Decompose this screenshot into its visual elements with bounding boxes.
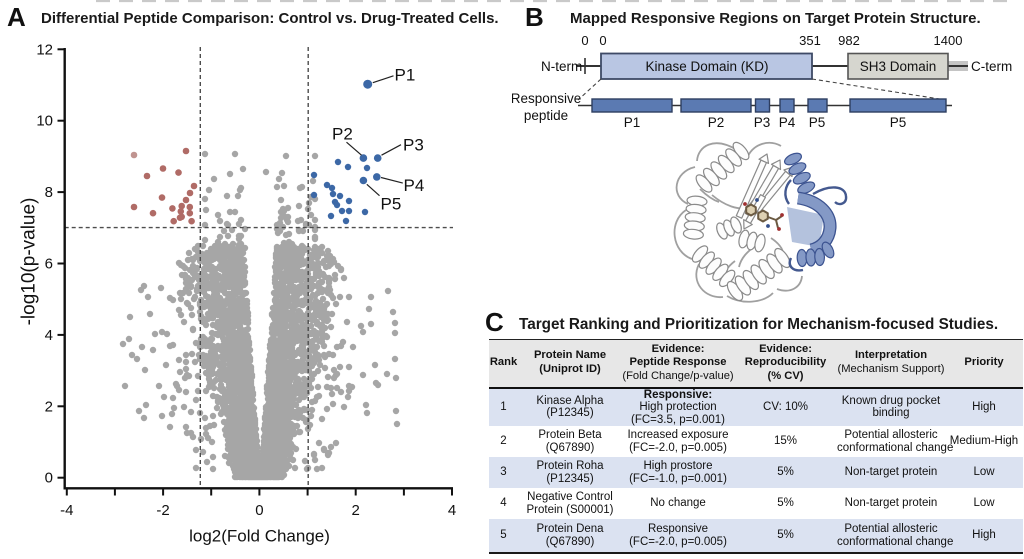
svg-text:10: 10 (36, 113, 53, 130)
svg-text:4: 4 (45, 327, 53, 344)
svg-text:1400: 1400 (934, 33, 963, 48)
svg-text:6: 6 (45, 256, 53, 273)
svg-text:0: 0 (581, 33, 588, 48)
svg-text:Responsive: Responsive (512, 91, 581, 106)
svg-text:SH3 Domain: SH3 Domain (860, 59, 937, 74)
svg-text:351: 351 (799, 33, 821, 48)
svg-text:P2: P2 (708, 115, 725, 130)
svg-text:982: 982 (838, 33, 860, 48)
svg-text:-4: -4 (60, 502, 73, 519)
svg-text:4: 4 (448, 502, 456, 519)
svg-text:log2(Fold Change): log2(Fold Change) (189, 527, 330, 546)
svg-text:P3: P3 (754, 115, 771, 130)
svg-text:P5: P5 (381, 195, 402, 214)
svg-text:peptide: peptide (524, 108, 568, 123)
svg-text:0: 0 (255, 502, 263, 519)
svg-text:P4: P4 (404, 176, 425, 195)
svg-text:P1: P1 (395, 66, 416, 85)
svg-text:P5: P5 (809, 115, 826, 130)
svg-text:P5: P5 (890, 115, 907, 130)
svg-text:N-term: N-term (541, 59, 582, 74)
svg-text:12: 12 (36, 41, 53, 58)
svg-text:0: 0 (599, 33, 606, 48)
svg-text:Kinase Domain (KD): Kinase Domain (KD) (645, 59, 768, 74)
svg-text:-2: -2 (156, 502, 169, 519)
svg-text:P4: P4 (779, 115, 796, 130)
svg-text:P1: P1 (624, 115, 641, 130)
svg-text:P2: P2 (332, 125, 353, 144)
svg-text:P3: P3 (403, 136, 424, 155)
svg-text:-log10(p-value): -log10(p-value) (19, 198, 40, 326)
svg-text:2: 2 (45, 398, 53, 415)
svg-text:8: 8 (45, 184, 53, 201)
svg-text:C-term: C-term (971, 59, 1012, 74)
svg-text:2: 2 (352, 502, 360, 519)
svg-text:0: 0 (45, 470, 53, 487)
